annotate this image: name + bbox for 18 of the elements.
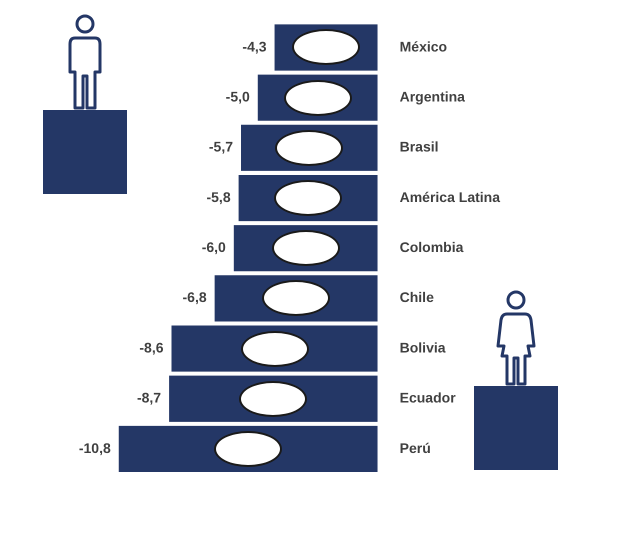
data-label: -5,7 — [208, 138, 234, 155]
y-tick-label: Brasil — [400, 138, 439, 155]
y-tick-label: Chile — [400, 289, 434, 306]
data-label: -10,8 — [78, 440, 111, 456]
data-label: -6,8 — [182, 289, 207, 306]
data-label: -6,0 — [202, 239, 226, 256]
y-tick-label: Bolivia — [400, 339, 446, 356]
y-tick-label: Colombia — [400, 239, 464, 256]
data-label: -4,3 — [242, 38, 267, 54]
data-label: -5,0 — [226, 88, 250, 105]
data-label: -5,8 — [206, 188, 231, 205]
y-tick-label: Perú — [400, 440, 431, 456]
y-tick-label: América Latina — [400, 188, 500, 205]
y-tick-label: Argentina — [400, 88, 466, 105]
y-tick-label: México — [400, 38, 448, 54]
y-tick-label: Ecuador — [400, 390, 456, 406]
data-label: -8,6 — [139, 339, 164, 356]
data-label: -8,7 — [136, 390, 162, 406]
